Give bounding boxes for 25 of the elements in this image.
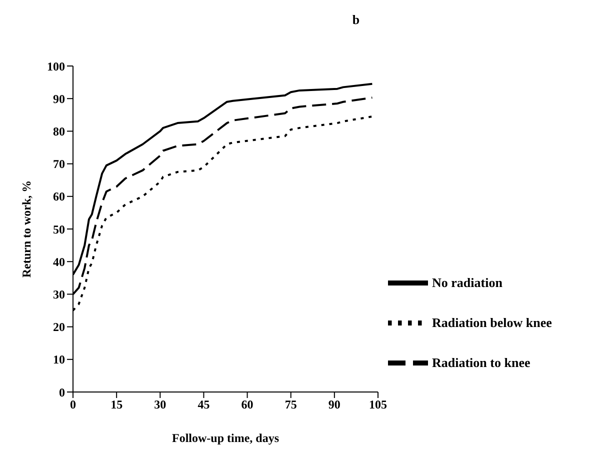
chart-title: b bbox=[351, 12, 361, 28]
y-tick-label: 0 bbox=[59, 385, 65, 400]
legend-label: Radiation below knee bbox=[432, 314, 552, 330]
x-tick-label: 90 bbox=[328, 398, 340, 412]
legend-label: No radiation bbox=[432, 274, 502, 290]
x-tick-label: 60 bbox=[241, 398, 254, 412]
legend-label: Radiation to knee bbox=[432, 354, 530, 370]
x-axis-title: Follow-up time, days bbox=[172, 431, 280, 445]
y-tick-label: 80 bbox=[53, 124, 65, 138]
x-tick-label: 75 bbox=[284, 398, 297, 412]
x-tick-label: 0 bbox=[70, 398, 76, 412]
y-tick-label: 70 bbox=[53, 157, 65, 172]
x-tick-label: 15 bbox=[110, 398, 123, 412]
y-tick-label: 100 bbox=[47, 59, 65, 74]
y-tick-label: 10 bbox=[53, 352, 65, 367]
y-tick-label: 20 bbox=[53, 320, 65, 334]
x-tick-label: 45 bbox=[198, 398, 210, 412]
y-tick-label: 40 bbox=[53, 254, 65, 269]
y-tick-label: 90 bbox=[53, 92, 65, 106]
y-tick-label: 50 bbox=[53, 222, 65, 236]
y-tick-label: 60 bbox=[53, 190, 65, 204]
y-axis-title: Return to work, % bbox=[19, 180, 34, 278]
x-tick-label: 30 bbox=[154, 398, 166, 412]
x-tick-label: 105 bbox=[369, 398, 387, 412]
y-tick-label: 30 bbox=[53, 287, 65, 302]
